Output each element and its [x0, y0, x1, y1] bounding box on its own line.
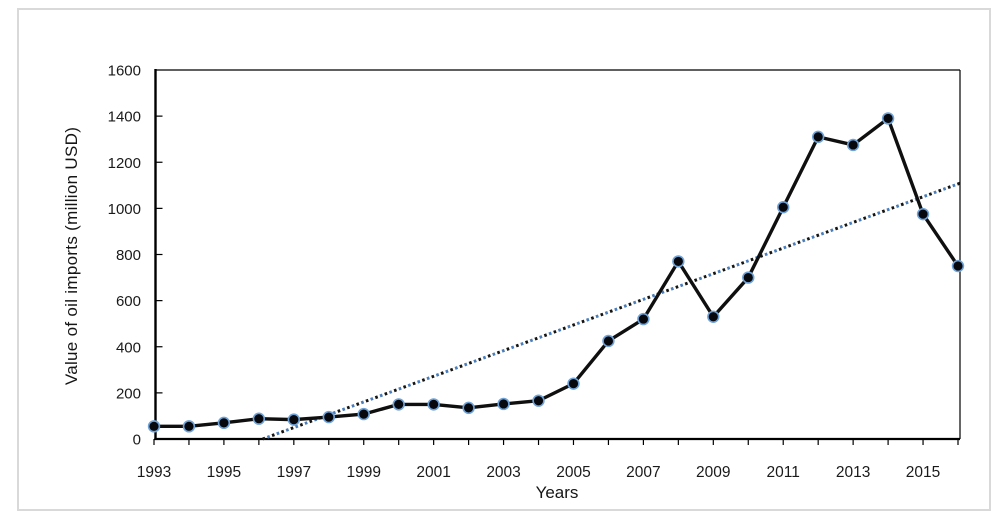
- figure-border: [17, 8, 991, 511]
- data-point-2014: [881, 112, 895, 125]
- x-tick-label: 1999: [346, 464, 380, 481]
- data-point-2015: [916, 207, 930, 221]
- data-point-2004: [532, 394, 545, 407]
- data-point-2006: [602, 334, 615, 348]
- y-tick-label: 1600: [108, 63, 141, 80]
- x-tick-label: 1993: [137, 464, 171, 481]
- data-point-2003: [497, 397, 510, 411]
- x-tick-label: 2015: [906, 464, 940, 481]
- y-tick-label: 1400: [108, 109, 141, 126]
- data-point-1993: [147, 420, 161, 433]
- y-tick-label: 1200: [108, 155, 141, 172]
- data-point-1997: [287, 413, 301, 426]
- data-point-2008: [672, 255, 685, 268]
- data-point-2011: [777, 201, 790, 214]
- data-point-2016: [951, 259, 965, 273]
- y-axis-title: Value of oil imports (million USD): [62, 126, 81, 386]
- x-tick-label: 2005: [556, 464, 590, 481]
- data-point-2007: [637, 312, 650, 326]
- y-tick-label: 0: [133, 432, 141, 449]
- x-tick-label: 2003: [486, 464, 520, 481]
- x-tick-label: 1995: [207, 464, 241, 481]
- y-tick-label: 1000: [108, 201, 141, 218]
- data-point-1999: [357, 407, 370, 421]
- trendline-dotted-dark: [262, 181, 961, 441]
- data-line: [154, 116, 960, 429]
- data-point-2000: [392, 398, 405, 411]
- x-tick-label: 2011: [767, 464, 800, 481]
- data-point-1998: [322, 410, 335, 424]
- data-point-2013: [846, 138, 860, 152]
- data-point-2002: [462, 401, 475, 415]
- data-point-2009: [707, 310, 720, 323]
- data-point-1995: [217, 416, 231, 430]
- data-point-1996: [252, 412, 266, 425]
- x-tick-label: 1997: [277, 464, 311, 481]
- data-point-1994: [182, 420, 196, 433]
- data-point-2012: [811, 130, 825, 144]
- data-point-2001: [427, 398, 440, 411]
- y-tick-label: 600: [116, 293, 141, 310]
- x-tick-label: 2009: [696, 464, 730, 481]
- y-tick-label: 200: [116, 385, 141, 402]
- x-tick-label: 2007: [626, 464, 660, 481]
- x-tick-label: 2013: [836, 464, 870, 481]
- x-tick-label: 2001: [416, 464, 450, 481]
- x-axis-title: Years: [535, 483, 579, 502]
- data-point-2010: [742, 271, 755, 284]
- y-tick-label: 400: [116, 339, 141, 356]
- y-tick-label: 800: [116, 247, 141, 264]
- data-point-2005: [567, 377, 580, 390]
